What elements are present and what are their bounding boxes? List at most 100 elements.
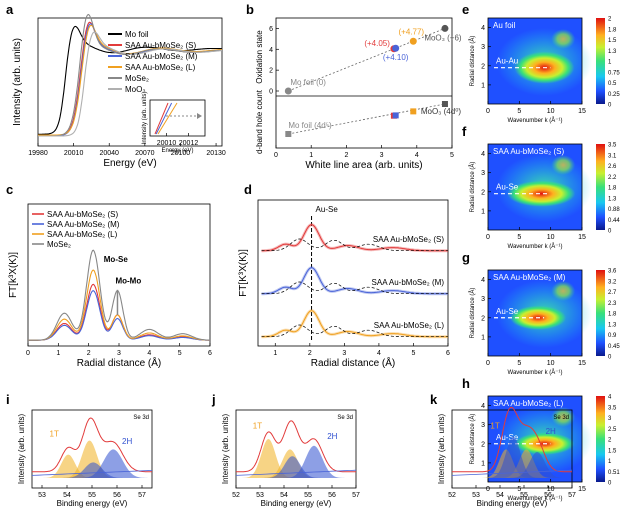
panel-g-xlabel: Wavenumber k (Å⁻¹) bbox=[508, 369, 563, 376]
panel-d-xlabel: Radial distance (Å) bbox=[311, 356, 395, 369]
panel-b-y-tick-label: 2 bbox=[269, 68, 273, 75]
panel-f-y-tick-label: 2 bbox=[481, 189, 485, 196]
panel-b-x-tick-label: 1 bbox=[309, 152, 313, 159]
panel-letter-c: c bbox=[6, 182, 13, 197]
panel-d-frame bbox=[257, 199, 449, 347]
panel-a-legend-label: Mo foil bbox=[125, 30, 149, 39]
panel-b-top-point-label: (+4.77) bbox=[398, 27, 424, 36]
panel-a-inset-x-tick-label: 20010 bbox=[157, 140, 177, 147]
panel-letter-i: i bbox=[6, 392, 10, 407]
panel-c-legend-label: SAA Au-bMoSe₂ (M) bbox=[47, 220, 120, 229]
panel-c-annotation: Mo-Se bbox=[104, 255, 129, 264]
panel-a-x-tick-label: 20070 bbox=[135, 150, 155, 157]
panel-f-colorbar-label: 1.8 bbox=[608, 186, 617, 192]
panel-j-ylabel: Intensity (arb. units) bbox=[221, 414, 230, 485]
panel-e-ylabel: Radial distance (Å) bbox=[469, 36, 476, 87]
panel-j-xlabel: Binding energy (eV) bbox=[261, 499, 332, 508]
panel-e-colorbar-label: 0.25 bbox=[608, 92, 620, 98]
panel-k-title: Se 3d bbox=[553, 415, 569, 421]
panel-h-title: SAA Au-bMoSe₂ (L) bbox=[493, 399, 564, 408]
panel-f-x-tick-label: 0 bbox=[486, 234, 490, 241]
panel-e-y-tick-label: 3 bbox=[481, 44, 485, 51]
panel-a-series-line bbox=[38, 31, 223, 137]
panel-g-colorbar bbox=[596, 270, 605, 356]
panel-k-x-tick-label: 56 bbox=[544, 492, 552, 499]
panel-d-x-tick-label: 4 bbox=[377, 350, 381, 357]
panel-letter-b: b bbox=[246, 2, 254, 17]
panel-b-bottom-point bbox=[410, 108, 417, 115]
panel-a-legend-label: SAA Au-bMoSe₂ (M) bbox=[125, 52, 198, 61]
panel-g-colorbar-label: 0 bbox=[608, 355, 612, 361]
panel-letter-k: k bbox=[430, 392, 438, 407]
panel-b-y-tick-label: 0 bbox=[269, 89, 273, 96]
panel-d-x-tick-label: 3 bbox=[342, 350, 346, 357]
panel-c-annotation: Mo-Mo bbox=[115, 277, 141, 286]
panel-d-x-tick-label: 6 bbox=[446, 350, 450, 357]
panel-b-y-tick-label: 6 bbox=[269, 26, 273, 33]
panel-i-component-area bbox=[32, 462, 152, 478]
panel-h-y-tick-label: 3 bbox=[481, 422, 485, 429]
panel-f-x-tick-label: 10 bbox=[547, 234, 555, 241]
panel-g-colorbar-label: 0.45 bbox=[608, 344, 620, 350]
panel-e-y-tick-label: 2 bbox=[481, 63, 485, 70]
panel-g-colorbar-label: 2.3 bbox=[608, 301, 617, 307]
panel-j-x-tick-label: 55 bbox=[304, 492, 312, 499]
panel-h-ylabel: Radial distance (Å) bbox=[469, 414, 476, 465]
panel-b-top-point bbox=[441, 24, 449, 32]
panel-e-colorbar-label: 2 bbox=[608, 17, 612, 23]
panel-h-colorbar-label: 1.5 bbox=[608, 448, 617, 454]
panel-c-x-tick-label: 3 bbox=[117, 350, 121, 357]
panel-b-x-tick-label: 5 bbox=[450, 152, 454, 159]
panel-b-top-point-label: MoO₃ (+6) bbox=[424, 33, 462, 42]
panel-j-component-area bbox=[236, 456, 356, 478]
panel-h-x-tick-label: 5 bbox=[517, 486, 521, 493]
panel-b-top-point-label: (+4.10) bbox=[383, 53, 409, 62]
panel-a-ylabel: Intensity (arb. units) bbox=[12, 38, 23, 126]
panel-f-x-tick-label: 5 bbox=[517, 234, 521, 241]
panel-d-series-label: SAA Au-bMoSe₂ (L) bbox=[374, 321, 445, 330]
panel-g-y-tick-label: 4 bbox=[481, 277, 485, 284]
panel-f-y-tick-label: 1 bbox=[481, 208, 485, 215]
panel-k-baseline bbox=[451, 469, 573, 476]
panel-f-colorbar-label: 3.1 bbox=[608, 153, 617, 159]
panel-a-series-line bbox=[38, 25, 222, 135]
panel-i-ylabel: Intensity (arb. units) bbox=[17, 414, 26, 485]
panel-g-x-tick-label: 15 bbox=[578, 360, 586, 367]
panel-f-colorbar-label: 2.6 bbox=[608, 164, 617, 170]
panel-a-x-tick-label: 20040 bbox=[99, 150, 119, 157]
panel-e-colorbar-label: 1.5 bbox=[608, 38, 617, 44]
panel-b-y-tick-label: 4 bbox=[269, 47, 273, 54]
panel-b-ylabel-bottom: d-band hole count bbox=[255, 89, 264, 154]
panel-b-x-tick-label: 4 bbox=[415, 152, 419, 159]
panel-f-x-tick-label: 15 bbox=[578, 234, 586, 241]
panel-e-colorbar-label: 0.75 bbox=[608, 70, 620, 76]
panel-h-colorbar-label: 2 bbox=[608, 438, 612, 444]
panel-b-top-fitline bbox=[288, 28, 446, 92]
panel-k-component-label: 2H bbox=[546, 427, 556, 436]
panel-k-component-label: 1T bbox=[490, 422, 499, 431]
panel-g-colorbar-label: 2.7 bbox=[608, 290, 617, 296]
panel-a-x-tick-label: 19980 bbox=[28, 150, 48, 157]
panel-e-colorbar-label: 0.5 bbox=[608, 81, 617, 87]
panel-i-xlabel: Binding energy (eV) bbox=[57, 499, 128, 508]
panel-i-envelope bbox=[32, 417, 152, 473]
panel-c-x-tick-label: 5 bbox=[178, 350, 182, 357]
panel-letter-h: h bbox=[462, 376, 470, 391]
panel-c-ylabel: FT[k³X(K)] bbox=[8, 252, 19, 298]
panel-j-x-tick-label: 53 bbox=[256, 492, 264, 499]
panel-e-colorbar-label: 1.8 bbox=[608, 27, 617, 33]
panel-i-baseline bbox=[31, 470, 153, 476]
panel-i-title: Se 3d bbox=[133, 415, 149, 421]
panel-letter-j: j bbox=[211, 392, 216, 407]
panel-d-data-dashed bbox=[261, 324, 448, 338]
panel-k-x-tick-label: 57 bbox=[568, 492, 576, 499]
panel-h-xlabel: Wavenumber k (Å⁻¹) bbox=[508, 495, 563, 502]
panel-d-series-line bbox=[261, 267, 448, 295]
panel-k-envelope bbox=[452, 406, 572, 473]
panel-h-colorbar bbox=[596, 396, 605, 482]
panel-b-frame bbox=[275, 17, 453, 149]
panel-i-x-tick-label: 54 bbox=[63, 492, 71, 499]
panel-b-top-point-label: (+4.05) bbox=[364, 39, 390, 48]
panel-e-annotation: Au-Au bbox=[496, 57, 518, 66]
panel-f-ylabel: Radial distance (Å) bbox=[469, 162, 476, 213]
